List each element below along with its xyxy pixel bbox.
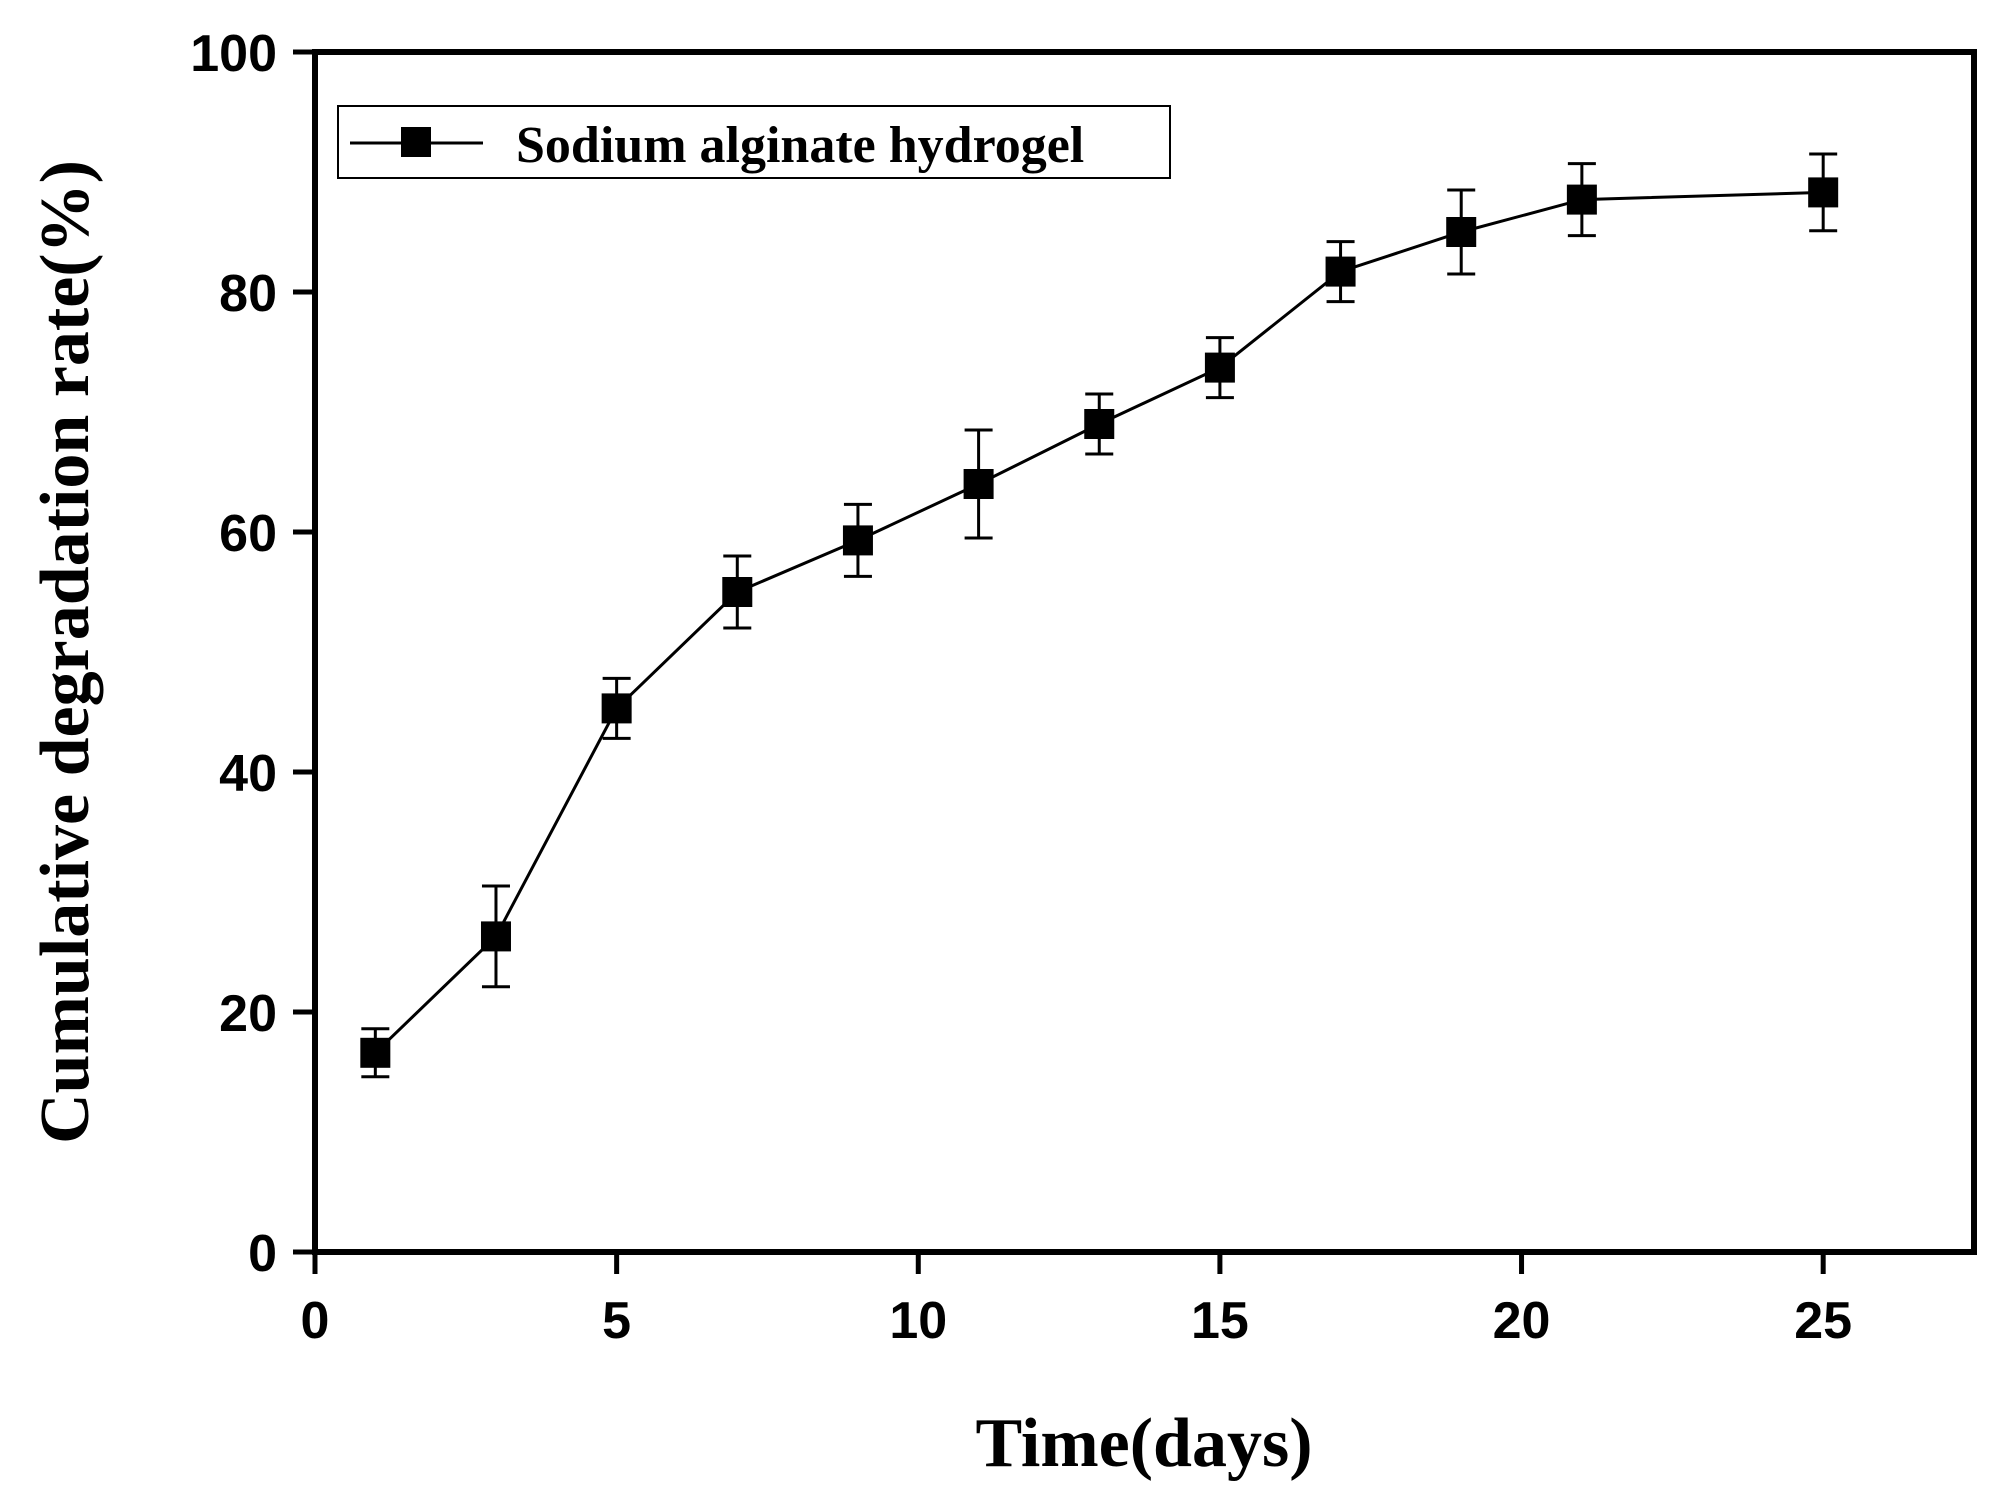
data-point xyxy=(480,921,511,952)
data-point xyxy=(1566,184,1597,215)
x-axis-ticks: 0 5 10 15 20 25 xyxy=(301,1252,1852,1350)
x-tick-label: 0 xyxy=(301,1292,330,1350)
data-point xyxy=(1325,256,1356,287)
y-tick-label: 20 xyxy=(219,985,277,1043)
y-tick-label: 40 xyxy=(219,745,277,803)
y-axis-ticks: 0 20 40 60 80 100 xyxy=(190,25,315,1283)
data-point xyxy=(842,525,873,556)
y-tick-label: 0 xyxy=(248,1225,277,1283)
data-point xyxy=(963,469,994,499)
data-point xyxy=(1204,352,1235,383)
data-point xyxy=(601,693,632,724)
x-tick-label: 15 xyxy=(1191,1292,1249,1350)
data-point xyxy=(1084,409,1115,439)
y-tick-label: 60 xyxy=(219,505,277,563)
data-point xyxy=(1808,177,1839,208)
plot-frame xyxy=(312,49,1977,1255)
legend-marker-square xyxy=(401,127,431,157)
data-point xyxy=(360,1037,391,1068)
data-point xyxy=(1446,217,1477,247)
legend: Sodium alginate hydrogel xyxy=(337,105,1171,179)
x-tick-label: 25 xyxy=(1794,1292,1852,1350)
y-axis-title: Cumulative degradation rate(%) xyxy=(27,160,104,1144)
legend-series-label: Sodium alginate hydrogel xyxy=(516,117,1084,174)
x-tick-label: 10 xyxy=(889,1292,947,1350)
x-tick-label: 20 xyxy=(1493,1292,1551,1350)
y-tick-label: 100 xyxy=(190,25,277,83)
series-layer xyxy=(360,152,1839,1079)
x-tick-label: 5 xyxy=(602,1292,631,1350)
y-tick-label: 80 xyxy=(219,265,277,323)
x-axis-title: Time(days) xyxy=(975,1405,1312,1482)
series-line xyxy=(374,190,1824,1054)
data-point xyxy=(722,577,753,607)
